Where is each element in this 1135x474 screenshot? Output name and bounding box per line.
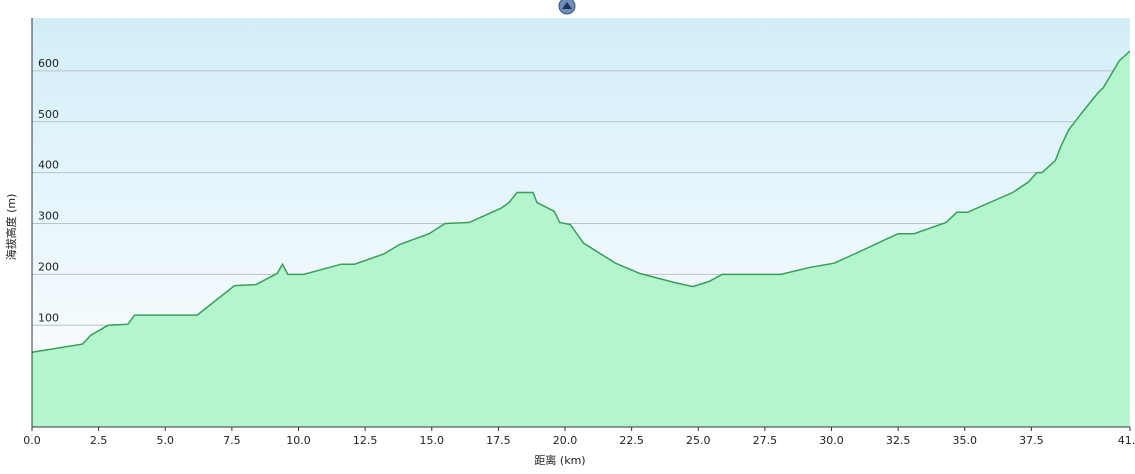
x-tick-label: 41.2 xyxy=(1118,434,1135,447)
x-tick-label: 22.5 xyxy=(619,434,644,447)
x-tick-label: 27.5 xyxy=(753,434,778,447)
y-axis-title: 海拔高度 (m) xyxy=(4,194,18,261)
x-tick-label: 17.5 xyxy=(486,434,511,447)
area xyxy=(32,51,1130,427)
y-tick-label: 200 xyxy=(38,260,59,273)
x-axis-title: 距离 (km) xyxy=(534,453,585,467)
y-tick-label: 300 xyxy=(38,210,59,223)
x-tick-label: 35.0 xyxy=(953,434,978,447)
collapse-button[interactable] xyxy=(558,0,576,15)
x-tick-label: 30.0 xyxy=(819,434,844,447)
x-tick-label: 20.0 xyxy=(553,434,578,447)
x-tick-label: 32.5 xyxy=(886,434,911,447)
x-tick-label: 0.0 xyxy=(23,434,41,447)
x-tick-label: 2.5 xyxy=(90,434,108,447)
x-tick-label: 37.5 xyxy=(1019,434,1044,447)
y-tick-label: 500 xyxy=(38,108,59,121)
line xyxy=(31,50,1131,353)
x-tick-label: 25.0 xyxy=(686,434,711,447)
x-tick-label: 5.0 xyxy=(157,434,175,447)
y-tick-label: 100 xyxy=(38,311,59,324)
x-tick-label: 10.0 xyxy=(286,434,311,447)
x-tick-label: 15.0 xyxy=(420,434,445,447)
x-tick-label: 7.5 xyxy=(223,434,241,447)
x-tick-label: 12.5 xyxy=(353,434,378,447)
y-tick-label: 600 xyxy=(38,57,59,70)
y-tick-label: 400 xyxy=(38,159,59,172)
